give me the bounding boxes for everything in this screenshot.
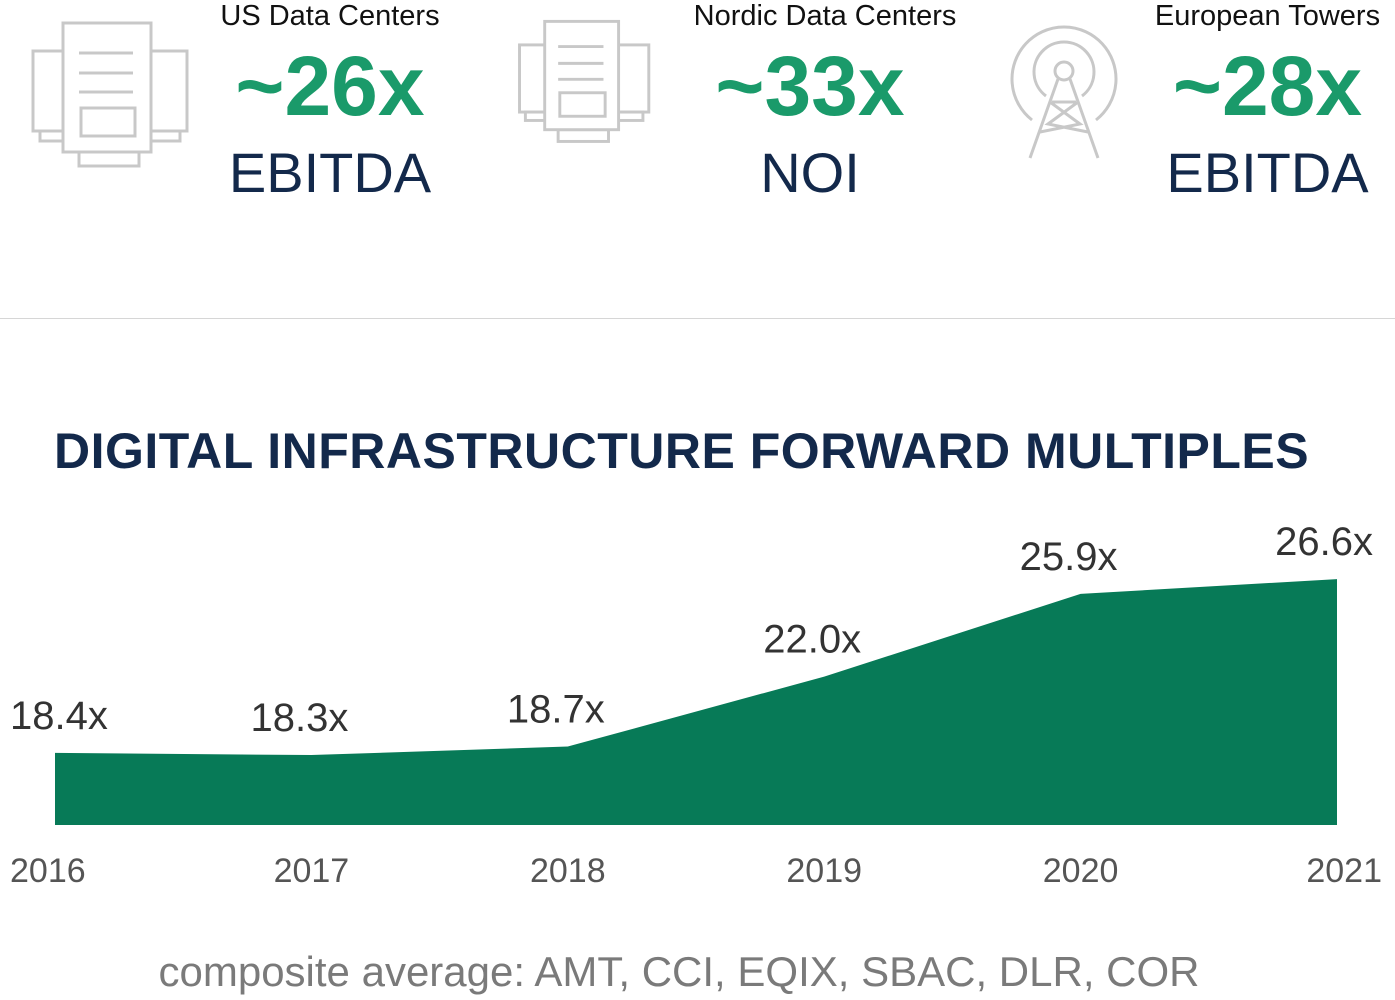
stat-value: ~33x — [715, 39, 905, 133]
stat-value: ~26x — [235, 39, 425, 133]
data-label: 18.3x — [250, 696, 348, 740]
area-series — [55, 579, 1337, 825]
cell-tower-icon — [1010, 25, 1118, 159]
data-label: 18.4x — [10, 694, 108, 738]
data-label: 26.6x — [1275, 520, 1373, 564]
data-label: 22.0x — [763, 618, 861, 662]
stat-us-data-centers: US Data Centers ~26x EBITDA — [200, 0, 460, 203]
data-center-icon — [31, 21, 189, 168]
x-tick-label: 2018 — [530, 852, 606, 890]
x-tick-label: 2016 — [10, 852, 86, 890]
stat-european-towers: European Towers ~28x EBITDA — [1140, 0, 1395, 203]
divider — [0, 318, 1395, 319]
stat-label: Nordic Data Centers — [693, 0, 957, 32]
data-label: 18.7x — [507, 688, 605, 732]
stat-unit: NOI — [760, 141, 860, 204]
x-tick-label: 2019 — [786, 852, 862, 890]
footer-note: composite average: AMT, CCI, EQIX, SBAC,… — [158, 948, 1200, 995]
stat-unit: EBITDA — [1166, 141, 1369, 204]
stat-label: US Data Centers — [220, 0, 440, 32]
stat-nordic-data-centers: Nordic Data Centers ~33x NOI — [670, 0, 980, 203]
area-chart: 18.4x 2016 18.3x 2017 18.7x 2018 22.0x 2019 25.9… — [10, 520, 1382, 890]
data-center-icon — [518, 19, 651, 143]
stat-label: European Towers — [1154, 0, 1381, 32]
stat-unit: EBITDA — [228, 141, 432, 204]
data-label: 25.9x — [1020, 535, 1118, 579]
x-tick-label: 2017 — [274, 852, 350, 890]
stat-value: ~28x — [1172, 39, 1363, 133]
chart-title: DIGITAL INFRASTRUCTURE FORWARD MULTIPLES — [54, 423, 1310, 479]
x-tick-label: 2020 — [1043, 852, 1119, 890]
x-tick-label: 2021 — [1306, 852, 1382, 890]
